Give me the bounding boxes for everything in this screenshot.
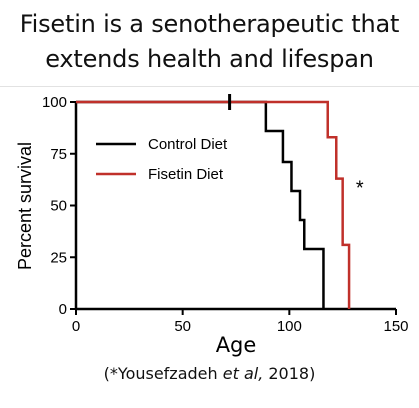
chart-title-line-2: extends health and lifespan — [45, 45, 374, 73]
legend-label-control: Control Diet — [148, 136, 228, 153]
x-tick-label: 50 — [174, 318, 191, 335]
citation-italic: et al, — [222, 364, 264, 383]
x-tick-label: 0 — [72, 318, 80, 335]
y-tick-label: 25 — [50, 249, 67, 266]
title-divider — [0, 86, 419, 87]
y-tick-label: 75 — [50, 146, 67, 163]
y-axis-label: Percent survival — [15, 142, 35, 270]
x-axis-label: Age — [216, 333, 257, 357]
survival-curve-fisetin — [76, 100, 351, 309]
legend-label-fisetin: Fisetin Diet — [148, 166, 224, 183]
survival-curve-control — [76, 100, 325, 309]
y-tick-label: 50 — [50, 198, 67, 215]
citation: (*Yousefzadeh et al, 2018) — [0, 364, 419, 383]
chart-title-line-1: Fisetin is a senotherapeutic that — [19, 10, 400, 38]
x-tick-label: 100 — [277, 318, 302, 335]
y-tick-label: 0 — [59, 301, 67, 318]
citation-prefix: (*Yousefzadeh — [103, 364, 223, 383]
y-tick-label: 100 — [42, 94, 67, 111]
significance-annotation: * — [356, 178, 364, 200]
citation-suffix: 2018) — [263, 364, 316, 383]
x-tick-label: 150 — [383, 318, 408, 335]
